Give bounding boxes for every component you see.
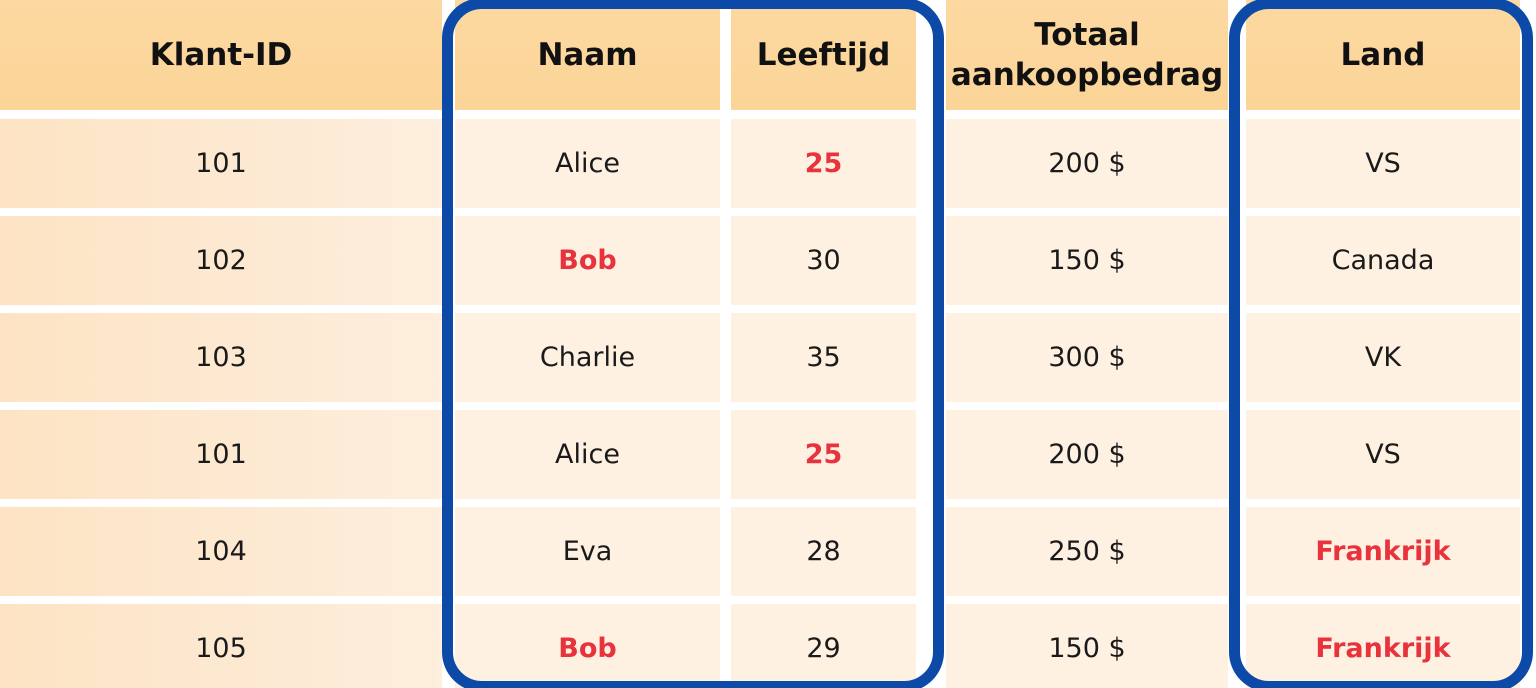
table-cell: 250 $ [946, 507, 1228, 596]
column-header: Totaal aankoopbedrag [946, 0, 1228, 110]
table-cell: 35 [731, 313, 916, 402]
table-cell: 101 [0, 410, 442, 499]
table-cell: Charlie [455, 313, 720, 402]
table-cell: Frankrijk [1246, 604, 1520, 688]
table-cell: 104 [0, 507, 442, 596]
column-header: Land [1246, 0, 1520, 110]
table-cell: 200 $ [946, 119, 1228, 208]
table-cell: 105 [0, 604, 442, 688]
table-cell: Bob [455, 216, 720, 305]
table-cell: Alice [455, 410, 720, 499]
table-cell: 150 $ [946, 604, 1228, 688]
table-cell: Alice [455, 119, 720, 208]
table-cell: 102 [0, 216, 442, 305]
table-cell: 25 [731, 119, 916, 208]
table-cell: 28 [731, 507, 916, 596]
table-cell: VS [1246, 119, 1520, 208]
table-cell: 30 [731, 216, 916, 305]
table-cell: 300 $ [946, 313, 1228, 402]
column-header: Leeftijd [731, 0, 916, 110]
table-cell: Canada [1246, 216, 1520, 305]
table-cell: 150 $ [946, 216, 1228, 305]
table-cell: VK [1246, 313, 1520, 402]
column-header: Klant-ID [0, 0, 442, 110]
table-cell: 29 [731, 604, 916, 688]
table-cell: VS [1246, 410, 1520, 499]
table-cell: 103 [0, 313, 442, 402]
table-cell: 25 [731, 410, 916, 499]
table-cell: Eva [455, 507, 720, 596]
table-cell: 200 $ [946, 410, 1228, 499]
table-cell: Bob [455, 604, 720, 688]
table-cell: 101 [0, 119, 442, 208]
table-cell: Frankrijk [1246, 507, 1520, 596]
column-header: Naam [455, 0, 720, 110]
